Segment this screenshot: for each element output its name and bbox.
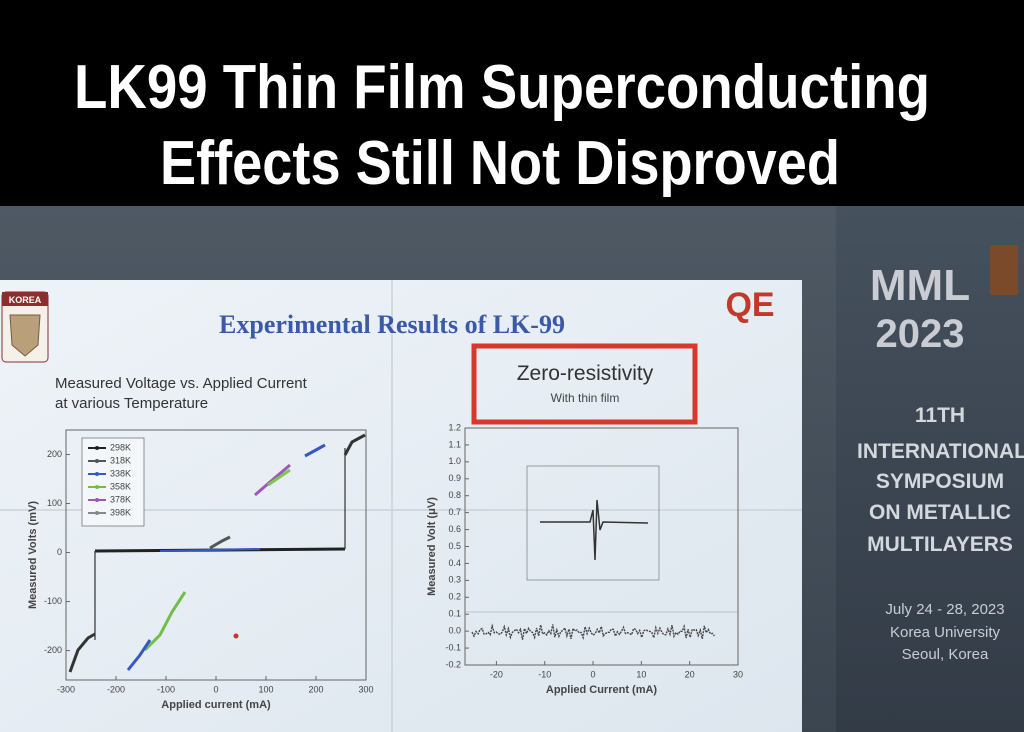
trace — [209, 535, 231, 550]
trace — [343, 433, 366, 456]
legend-marker — [95, 472, 99, 476]
y-axis-label: Measured Volts (mV) — [27, 501, 39, 609]
x-tick-label: 0 — [213, 684, 218, 694]
y-tick-label: 100 — [47, 498, 62, 508]
y-axis-label: Measured Volt (μV) — [426, 497, 438, 596]
y-tick-label: -100 — [44, 596, 62, 606]
curves — [68, 433, 738, 673]
university-logo-text: KOREA — [9, 295, 42, 305]
legend-marker — [95, 446, 99, 450]
y-tick-label: 0.3 — [448, 575, 461, 585]
trace — [159, 548, 261, 552]
trace — [267, 468, 291, 487]
banner-logo: MML — [870, 261, 970, 310]
legend-frame — [81, 437, 145, 527]
y-tick-label: 0.7 — [448, 507, 461, 517]
y-tick-label: 0.5 — [448, 541, 461, 551]
banner-place: Seoul, Korea — [902, 646, 989, 663]
banner-line: SYMPOSIUM — [876, 470, 1004, 493]
qe-logo: QE — [725, 286, 774, 324]
x-tick-label: 20 — [685, 669, 695, 679]
y-tick-label: 0.2 — [448, 592, 461, 602]
banner-line: ON METALLIC — [869, 501, 1011, 524]
plot-heading: Zero-resistivity — [517, 362, 654, 385]
x-axis-label: Applied current (mA) — [161, 699, 271, 711]
x-axis-label: Applied Current (mA) — [546, 684, 658, 696]
banner-line: MULTILAYERS — [867, 533, 1013, 556]
trace — [126, 639, 152, 671]
y-tick-label: 1.0 — [448, 456, 461, 466]
x-tick-label: 0 — [591, 669, 596, 679]
trace — [68, 632, 96, 673]
y-tick-label: 0.0 — [448, 626, 461, 636]
headline-band — [0, 0, 1024, 206]
legend-label: 358K — [110, 481, 131, 491]
legend-label: 338K — [110, 468, 131, 478]
trace — [143, 591, 187, 652]
y-tick-label: 200 — [47, 449, 62, 459]
y-tick-label: 0.6 — [448, 524, 461, 534]
x-tick-label: -10 — [538, 669, 551, 679]
y-tick-label: 0.8 — [448, 490, 461, 500]
y-tick-label: 1.1 — [448, 439, 461, 449]
y-tick-label: 0.9 — [448, 473, 461, 483]
x-tick-label: -200 — [107, 684, 125, 694]
legend-marker — [95, 459, 99, 463]
trace — [471, 623, 715, 641]
legend-marker — [95, 498, 99, 502]
inset-trace — [540, 499, 649, 561]
y-tick-label: 1.2 — [448, 422, 461, 432]
legend-label: 298K — [110, 442, 131, 452]
y-tick-label: -0.2 — [445, 659, 461, 669]
crest — [9, 314, 41, 357]
banner-line: INTERNATIONAL — [857, 440, 1024, 463]
banner-place: Korea University — [890, 624, 1001, 641]
slide-title: Experimental Results of LK-99 — [219, 310, 565, 339]
x-tick-label: -100 — [157, 684, 175, 694]
y-tick-label: -0.1 — [445, 642, 461, 652]
trace — [94, 448, 346, 640]
y-tick-label: 0 — [57, 547, 62, 557]
university-logo-band — [2, 292, 48, 306]
banner-line: 11TH — [915, 404, 965, 427]
y-tick-label: 0.4 — [448, 558, 461, 568]
banner-year: 2023 — [876, 312, 965, 356]
point — [233, 633, 239, 639]
legend-marker — [95, 485, 99, 489]
headline-line: LK99 Thin Film Superconducting — [74, 53, 930, 122]
x-tick-label: -20 — [490, 669, 503, 679]
inset-frame — [526, 465, 660, 581]
y-tick-label: 0.1 — [448, 609, 461, 619]
x-tick-label: 30 — [733, 669, 743, 679]
banner-graphic — [990, 245, 1018, 295]
plot-subtitle: at various Temperature — [55, 395, 208, 412]
x-tick-label: 200 — [308, 684, 323, 694]
x-tick-label: 10 — [636, 669, 646, 679]
plot-subtitle: Measured Voltage vs. Applied Current — [55, 375, 308, 392]
headline-line: Effects Still Not Disproved — [160, 129, 840, 198]
x-tick-label: 300 — [358, 684, 373, 694]
highlight-box — [471, 343, 698, 425]
legend-marker — [95, 511, 99, 515]
legend-label: 378K — [110, 494, 131, 504]
x-tick-label: 100 — [258, 684, 273, 694]
banner-date: July 24 - 28, 2023 — [885, 601, 1004, 618]
legend-label: 398K — [110, 507, 131, 517]
legend-label: 318K — [110, 455, 131, 465]
plot-subheading: With thin film — [551, 391, 620, 405]
x-tick-label: -300 — [57, 684, 75, 694]
y-tick-label: -200 — [44, 645, 62, 655]
trace — [304, 443, 326, 458]
